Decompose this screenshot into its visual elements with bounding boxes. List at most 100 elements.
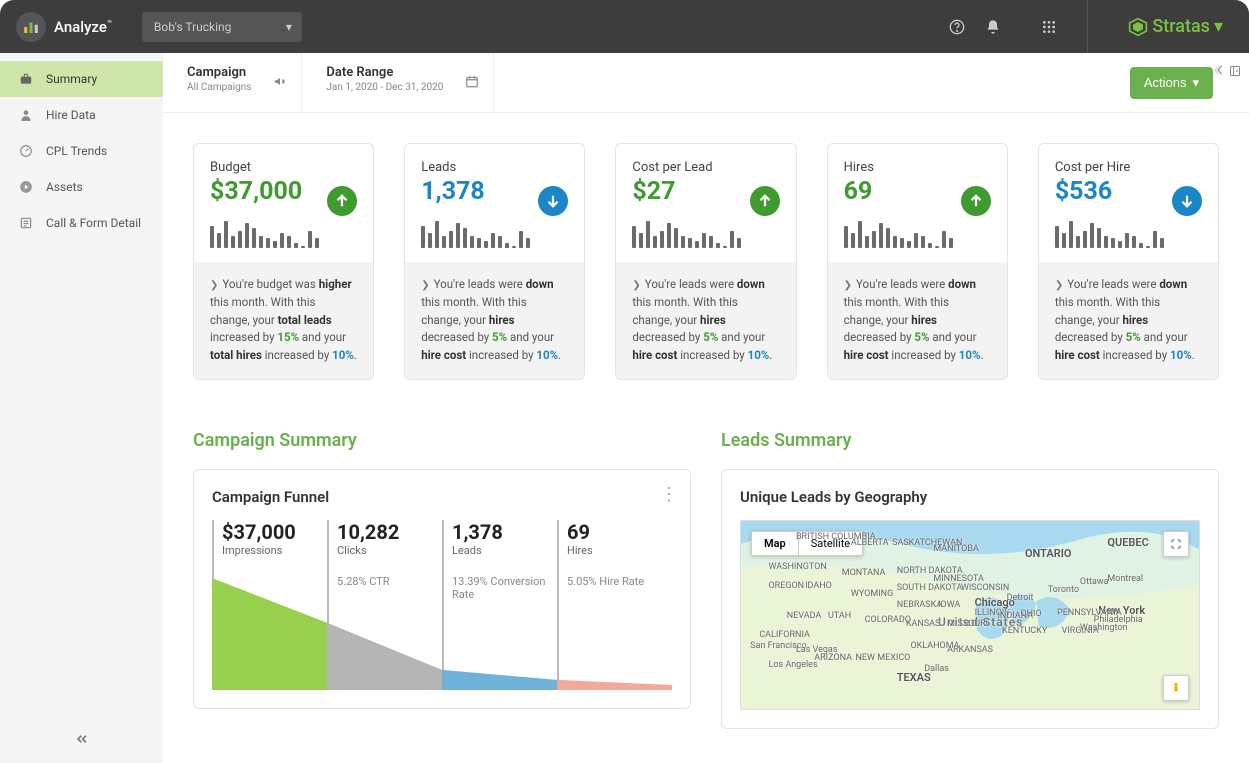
map[interactable]: Map Satellite United States BRITISH COLU…: [740, 520, 1200, 710]
actions-button-label: Actions: [1144, 75, 1187, 90]
expand-panel-icon[interactable]: [1214, 63, 1241, 81]
kpi-card-cost-per-hire: Cost per Hire$536❯You're leads were down…: [1038, 143, 1219, 380]
subheader: Campaign All Campaigns Date Range Jan 1,…: [163, 53, 1249, 113]
map-label: MONTANA: [842, 568, 886, 578]
leads-summary-title: Leads Summary: [721, 430, 1219, 451]
chevrons-left-icon: [74, 731, 90, 747]
sparkline: [421, 218, 568, 248]
list-icon: [18, 215, 34, 231]
funnel-label: Leads: [452, 544, 549, 557]
date-range-value: Jan 1, 2020 - Dec 31, 2020: [326, 82, 443, 93]
kpi-card-hires: Hires69❯You're leads were down this mont…: [827, 143, 1008, 380]
sparkline: [1055, 218, 1202, 248]
map-fullscreen-icon[interactable]: [1163, 531, 1189, 557]
sparkline: [632, 218, 779, 248]
panel-menu-icon[interactable]: ⋮: [660, 484, 676, 505]
map-label: NEVADA: [787, 611, 822, 621]
sidebar-item-label: Assets: [46, 180, 83, 194]
kpi-title: Cost per Hire: [1055, 160, 1202, 175]
person-icon: [18, 107, 34, 123]
trend-up-icon: [961, 186, 991, 216]
kpi-note: ❯You're budget was higher this month. Wi…: [194, 262, 373, 379]
bell-icon[interactable]: [975, 9, 1011, 45]
map-label: SOUTH DAKOTA: [897, 583, 963, 593]
kpi-card-leads: Leads1,378❯You're leads were down this m…: [404, 143, 585, 380]
map-label: OREGON: [768, 581, 804, 591]
brand-right-label: Stratas: [1152, 16, 1210, 37]
funnel-label: Hires: [567, 544, 664, 557]
map-label: WISCONSIN: [961, 583, 1009, 593]
trend-down-icon: [538, 186, 568, 216]
chevron-down-icon: ▾: [1192, 75, 1199, 91]
megaphone-icon: [273, 73, 287, 92]
kpi-note: ❯You're leads were down this month. With…: [405, 262, 584, 379]
map-label: COLORADO: [865, 615, 911, 625]
sidebar-item-assets[interactable]: Assets: [0, 169, 163, 205]
app-logo: [16, 12, 46, 42]
map-label: Ottawa: [1080, 577, 1109, 587]
funnel-value: 10,282: [337, 520, 434, 544]
app-name: Analyze™: [54, 18, 112, 36]
sidebar-item-cpl-trends[interactable]: CPL Trends: [0, 133, 163, 169]
funnel-label: Impressions: [222, 544, 319, 557]
campaign-funnel-panel: Campaign Funnel ⋮ $37,000Impressions10,2…: [193, 469, 691, 709]
date-range-label: Date Range: [326, 65, 443, 80]
map-label: WYOMING: [851, 589, 893, 599]
actions-button[interactable]: Actions ▾: [1130, 67, 1213, 99]
stratas-logo-icon: [1128, 17, 1148, 37]
map-label: IDAHO: [805, 581, 832, 591]
map-label: Toronto: [1048, 585, 1079, 595]
map-btn[interactable]: Map: [752, 532, 799, 555]
play-icon: [18, 179, 34, 195]
apps-grid-icon[interactable]: [1031, 9, 1067, 45]
map-label: KENTUCKY: [1002, 626, 1047, 636]
map-label: CALIFORNIA: [759, 630, 810, 640]
campaign-summary-title: Campaign Summary: [193, 430, 691, 451]
map-label: OHIO: [1020, 609, 1041, 619]
kpi-title: Hires: [844, 160, 991, 175]
map-label: IOWA: [938, 600, 960, 610]
campaign-filter[interactable]: Campaign All Campaigns: [163, 53, 302, 112]
account-select[interactable]: Bob's Trucking ▾: [142, 12, 302, 42]
funnel-label: Clicks: [337, 544, 434, 557]
sidebar-item-label: Hire Data: [46, 108, 96, 122]
kpi-title: Cost per Lead: [632, 160, 779, 175]
map-label: ONTARIO: [1025, 547, 1072, 560]
sidebar-item-label: Call & Form Detail: [46, 216, 141, 230]
map-label: NEW MEXICO: [856, 653, 911, 663]
sidebar-item-summary[interactable]: Summary: [0, 61, 163, 97]
main-content: Campaign All Campaigns Date Range Jan 1,…: [163, 53, 1249, 763]
sidebar-item-hire-data[interactable]: Hire Data: [0, 97, 163, 133]
pegman-icon[interactable]: [1163, 675, 1189, 701]
sidebar-item-call-form-detail[interactable]: Call & Form Detail: [0, 205, 163, 241]
map-label: WASHINGTON: [768, 562, 826, 572]
brand-right[interactable]: Stratas ▾: [1087, 0, 1233, 53]
funnel-value: 69: [567, 520, 664, 544]
kpi-note: ❯You're leads were down this month. With…: [616, 262, 795, 379]
sidebar-collapse-button[interactable]: [74, 731, 90, 751]
sidebar-item-label: CPL Trends: [46, 144, 107, 158]
kpi-row: Budget$37,000❯You're budget was higher t…: [193, 143, 1219, 380]
help-icon[interactable]: [939, 9, 975, 45]
map-label: ARIZONA: [814, 653, 852, 663]
kpi-title: Leads: [421, 160, 568, 175]
topbar: Analyze™ Bob's Trucking ▾ Stratas ▾: [0, 0, 1249, 53]
kpi-note: ❯You're leads were down this month. With…: [828, 262, 1007, 379]
trend-up-icon: [750, 186, 780, 216]
date-range-filter[interactable]: Date Range Jan 1, 2020 - Dec 31, 2020: [302, 53, 494, 112]
map-label: Washington: [1080, 623, 1128, 633]
map-label: NEBRASKA: [897, 600, 942, 610]
campaign-filter-label: Campaign: [187, 65, 251, 80]
map-label: Detroit: [1007, 593, 1034, 603]
geography-panel-title: Unique Leads by Geography: [740, 488, 1200, 506]
chevron-down-icon: ▾: [286, 20, 292, 34]
chevron-down-icon: ▾: [1214, 16, 1223, 37]
map-label: Montreal: [1107, 574, 1143, 584]
kpi-note: ❯You're leads were down this month. With…: [1039, 262, 1218, 379]
calendar-icon: [465, 73, 479, 92]
map-label: MISSOURI: [947, 619, 988, 629]
map-label: Dallas: [924, 664, 949, 674]
map-label: ARKANSAS: [947, 645, 993, 655]
funnel-value: $37,000: [222, 520, 319, 544]
sidebar: Summary Hire Data CPL Trends Assets Call & F…: [0, 53, 163, 763]
